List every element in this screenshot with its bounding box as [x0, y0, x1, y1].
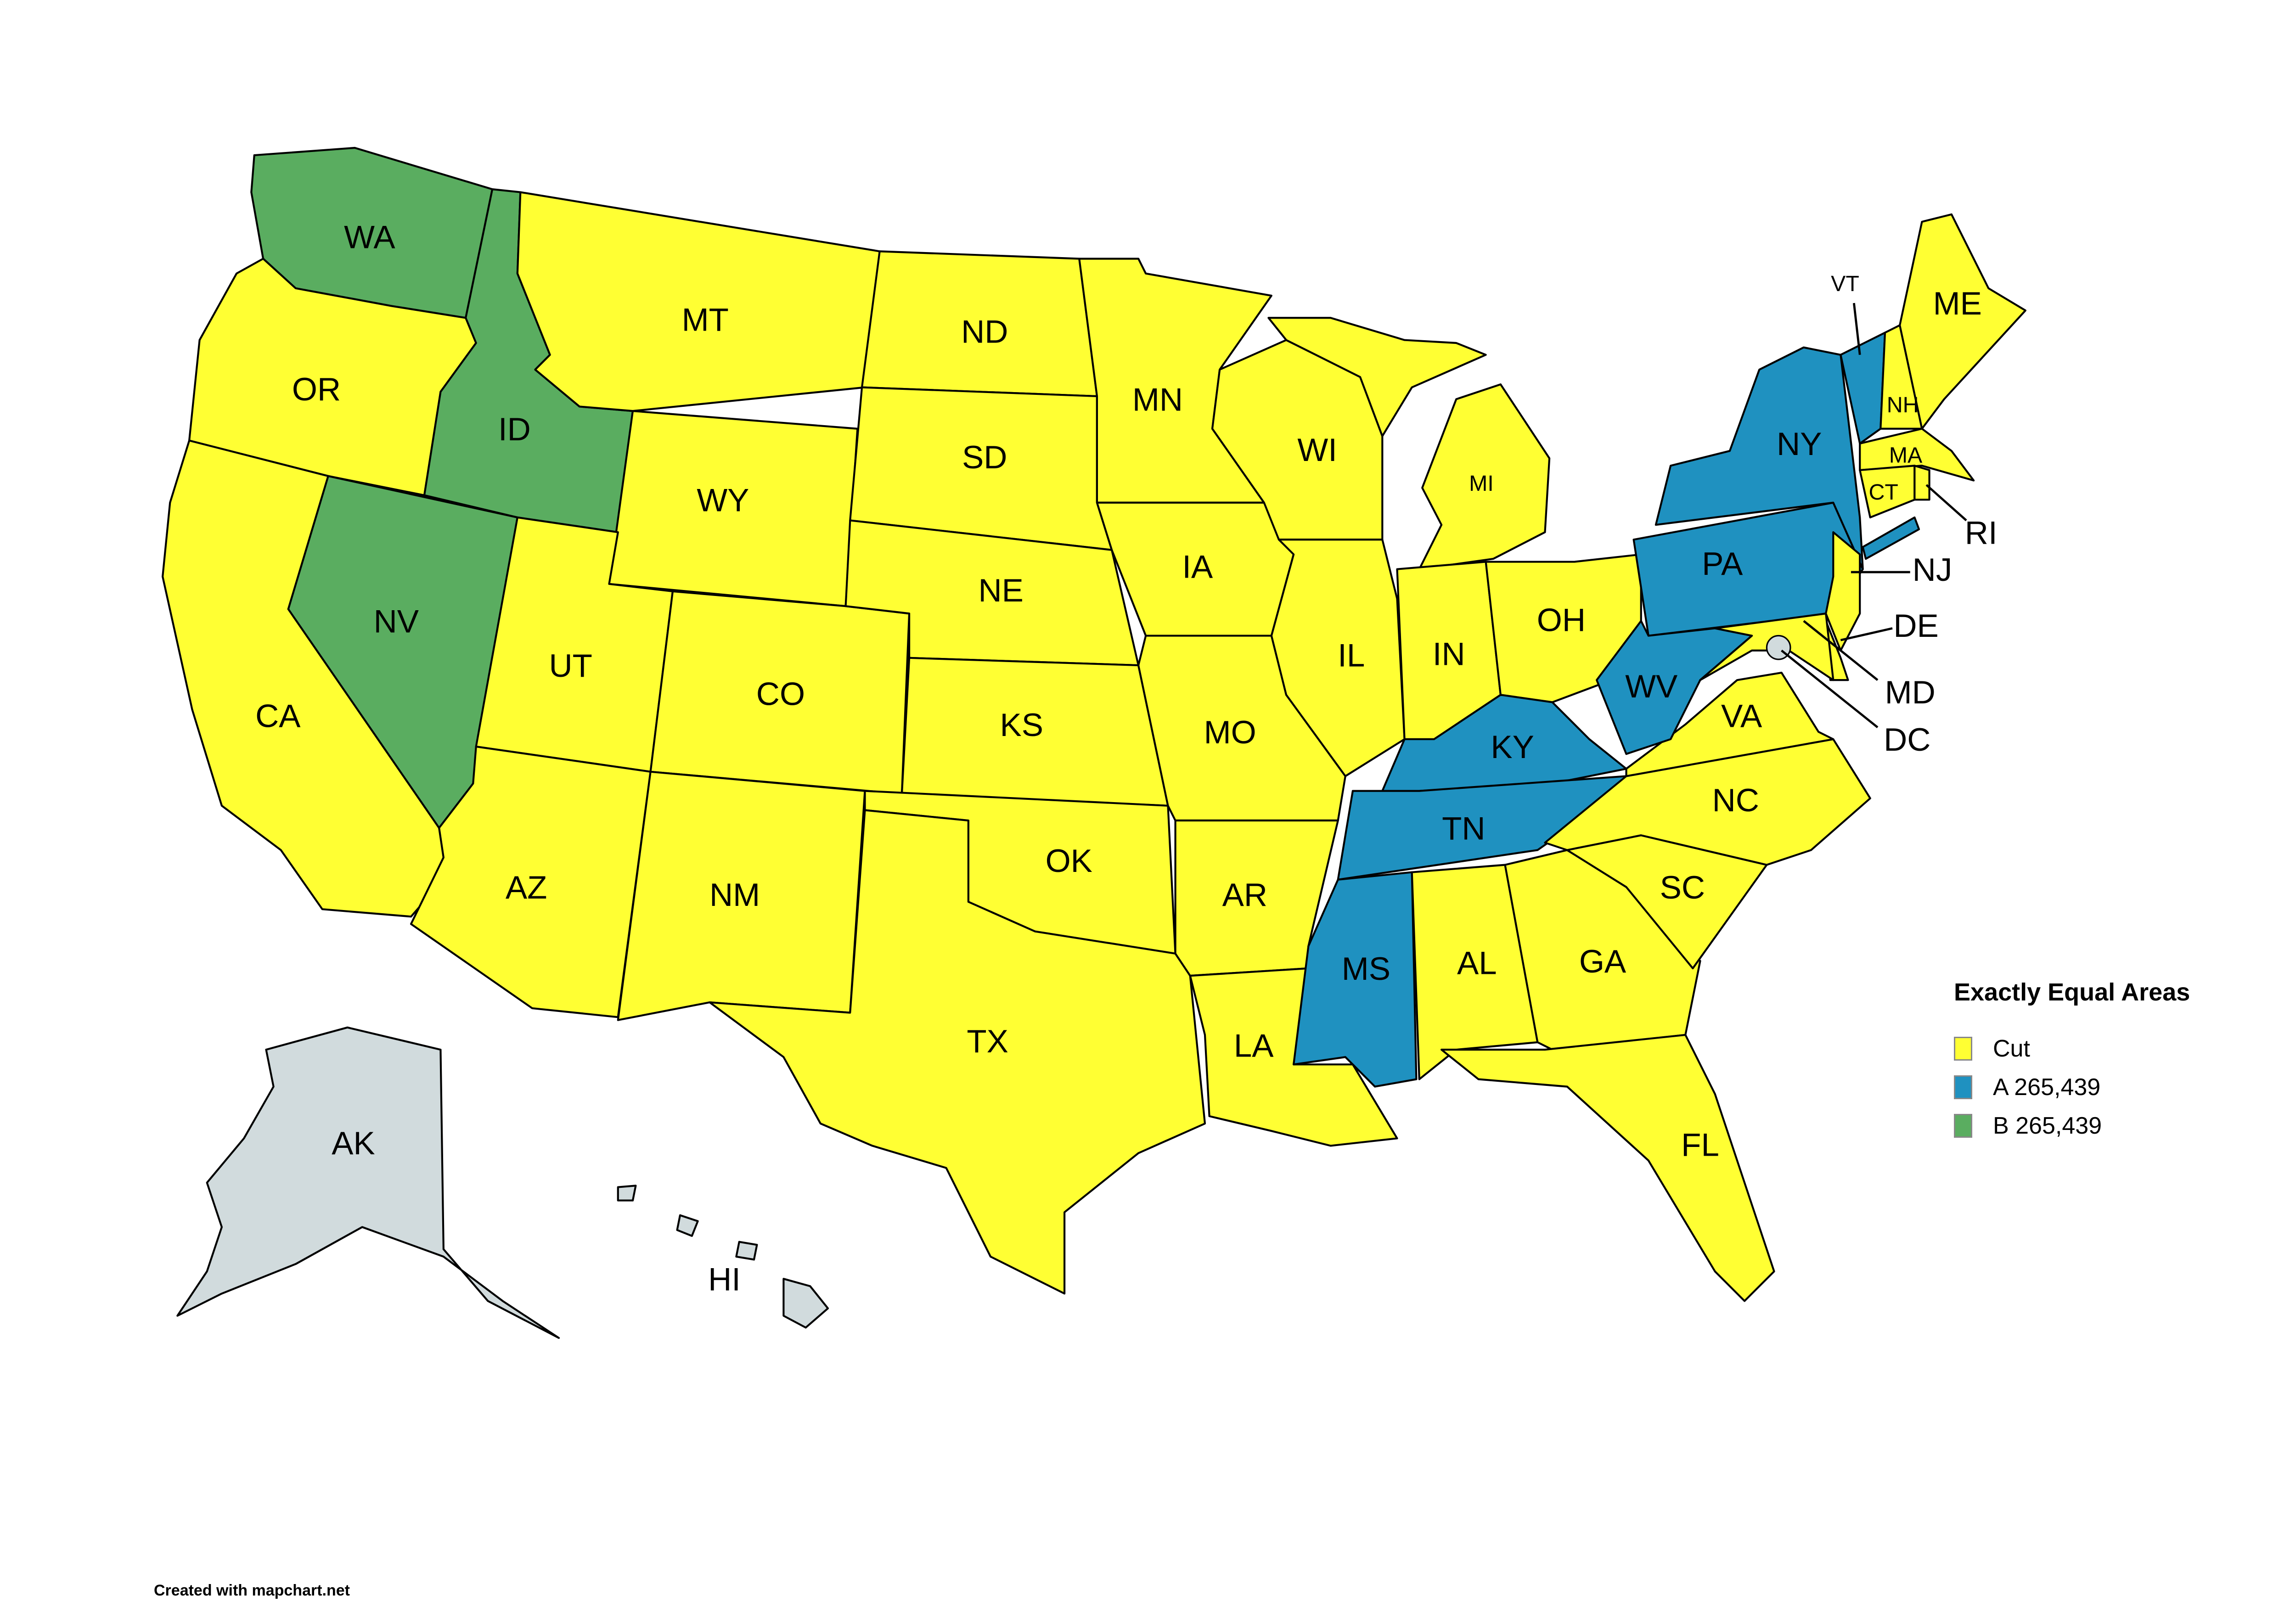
state-label-ar: AR: [1222, 877, 1267, 913]
state-mi[interactable]: [1267, 317, 1487, 437]
state-label-ny: NY: [1777, 426, 1822, 462]
legend-swatch: [1954, 1114, 1972, 1138]
state-va[interactable]: [1625, 671, 1835, 777]
state-ak[interactable]: [176, 1026, 560, 1339]
state-label-hi: HI: [708, 1261, 741, 1298]
state-label-va: VA: [1721, 698, 1762, 735]
state-label-id: ID: [498, 411, 531, 448]
state-label-il: IL: [1338, 638, 1365, 674]
state-label-az: AZ: [506, 870, 547, 906]
legend-label: B 265,439: [1993, 1113, 2102, 1139]
state-label-vt: VT: [1831, 271, 1859, 296]
state-hi[interactable]: [617, 1185, 637, 1202]
state-label-dc: DC: [1884, 722, 1930, 758]
state-label-nv: NV: [374, 603, 419, 640]
state-label-tn: TN: [1442, 810, 1485, 847]
state-label-fl: FL: [1681, 1127, 1719, 1163]
state-label-nj: NJ: [1913, 552, 1953, 588]
leader-line-de: [1840, 627, 1893, 641]
state-fl[interactable]: [1440, 1034, 1775, 1302]
state-label-mn: MN: [1132, 382, 1183, 418]
state-label-nd: ND: [961, 314, 1008, 350]
legend-swatch: [1954, 1037, 1972, 1061]
leader-line-vt: [1852, 303, 1861, 355]
legend-label: A 265,439: [1993, 1074, 2101, 1101]
state-label-wi: WI: [1297, 432, 1337, 468]
state-label-de: DE: [1893, 608, 1938, 644]
leader-line-md: [1803, 620, 1879, 681]
state-tx[interactable]: [709, 809, 1206, 1295]
state-il[interactable]: [1270, 539, 1406, 777]
legend-item-b[interactable]: B 265,439: [1954, 1107, 2190, 1145]
state-label-mt: MT: [682, 302, 729, 338]
legend-item-cut[interactable]: Cut: [1954, 1029, 2190, 1068]
state-label-ga: GA: [1579, 944, 1626, 980]
state-label-al: AL: [1457, 945, 1497, 981]
state-ri[interactable]: [1913, 465, 1930, 501]
legend-title: Exactly Equal Areas: [1954, 978, 2190, 1006]
state-label-nc: NC: [1712, 782, 1759, 819]
state-hi[interactable]: [735, 1241, 758, 1261]
state-hi[interactable]: [782, 1278, 829, 1329]
state-label-wv: WV: [1625, 669, 1677, 705]
state-label-co: CO: [756, 676, 805, 712]
legend: Exactly Equal Areas Cut A 265,439 B 265,…: [1954, 978, 2190, 1145]
state-ny[interactable]: [1654, 346, 1864, 570]
state-ny[interactable]: [1862, 516, 1920, 560]
state-label-wa: WA: [344, 219, 395, 255]
state-label-tx: TX: [967, 1023, 1008, 1060]
state-co[interactable]: [649, 590, 911, 795]
state-label-pa: PA: [1702, 546, 1743, 582]
state-label-md: MD: [1885, 674, 1936, 711]
state-label-ut: UT: [549, 648, 592, 684]
state-mi[interactable]: [1418, 383, 1551, 570]
state-label-sc: SC: [1660, 870, 1705, 906]
state-label-wy: WY: [697, 482, 749, 518]
legend-label: Cut: [1993, 1035, 2030, 1062]
state-label-ma: MA: [1889, 443, 1923, 468]
state-label-sd: SD: [962, 439, 1007, 476]
state-hi[interactable]: [676, 1214, 699, 1237]
state-label-ky: KY: [1491, 729, 1534, 765]
state-label-ms: MS: [1342, 951, 1390, 987]
state-me[interactable]: [1899, 213, 2026, 430]
state-label-ak: AK: [332, 1125, 375, 1162]
state-label-ri: RI: [1965, 515, 1998, 551]
state-label-in: IN: [1433, 636, 1465, 672]
state-label-ct: CT: [1869, 480, 1898, 505]
state-label-mi: MI: [1469, 471, 1494, 496]
state-label-ia: IA: [1182, 549, 1213, 585]
state-label-ks: KS: [1000, 707, 1043, 743]
leader-line-dc: [1781, 649, 1879, 729]
legend-item-a[interactable]: A 265,439: [1954, 1068, 2190, 1107]
state-label-ne: NE: [978, 573, 1023, 609]
leader-line-ri: [1925, 484, 1967, 522]
state-label-mo: MO: [1204, 714, 1256, 751]
state-label-nh: NH: [1887, 393, 1919, 417]
state-label-ok: OK: [1046, 843, 1092, 879]
state-label-oh: OH: [1537, 602, 1586, 638]
state-label-la: LA: [1234, 1028, 1274, 1064]
state-label-nm: NM: [709, 877, 760, 913]
legend-swatch: [1954, 1075, 1972, 1099]
state-al[interactable]: [1411, 864, 1539, 1080]
credit-text: Created with mapchart.net: [154, 1582, 350, 1599]
state-label-ca: CA: [255, 698, 301, 735]
state-label-me: ME: [1933, 286, 1982, 322]
state-label-or: OR: [292, 371, 341, 408]
